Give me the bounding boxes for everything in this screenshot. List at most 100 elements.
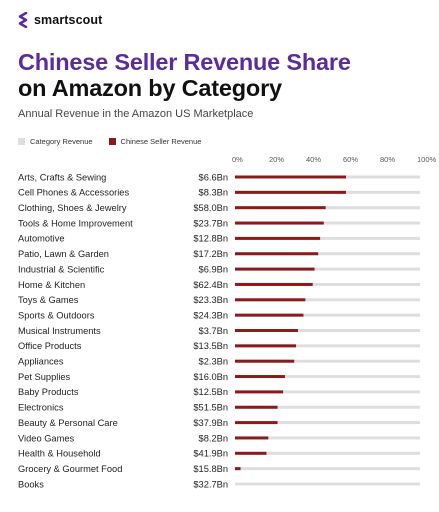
category-revenue-bar [235, 329, 420, 332]
category-revenue-bar [235, 375, 420, 379]
category-revenue-bar [235, 252, 420, 256]
brand-name: smartscout [34, 13, 103, 27]
chinese-revenue-bar [235, 267, 315, 271]
category-revenue-bar [235, 436, 420, 440]
category-revenue-bar [235, 467, 420, 471]
category-revenue-label: $13.5Bn [193, 341, 228, 351]
category-label: Patio, Lawn & Garden [18, 249, 109, 259]
category-label: Industrial & Scientific [18, 264, 105, 274]
x-tick-label: 40% [306, 155, 321, 164]
category-revenue-label: $6.9Bn [199, 264, 228, 274]
category-revenue-label: $6.6Bn [199, 172, 228, 182]
category-label: Appliances [18, 357, 64, 367]
chart-title-line1: Chinese Seller Revenue Share [18, 49, 351, 75]
category-revenue-label: $17.2Bn [193, 249, 228, 259]
category-label: Toys & Games [18, 295, 79, 305]
category-revenue-bar [235, 298, 420, 302]
category-revenue-bar [235, 421, 420, 425]
category-revenue-bar [235, 405, 420, 409]
chinese-revenue-bar [235, 375, 285, 379]
category-label: Office Products [18, 341, 82, 351]
category-revenue-label: $23.3Bn [193, 295, 228, 305]
category-label: Health & Household [18, 449, 101, 459]
category-revenue-bar [235, 267, 420, 271]
x-tick-label: 80% [380, 155, 395, 164]
category-label: Home & Kitchen [18, 280, 85, 290]
x-tick-label: 60% [343, 155, 358, 164]
chart-subtitle: Annual Revenue in the Amazon US Marketpl… [18, 108, 254, 120]
category-revenue-label: $37.9Bn [193, 418, 228, 428]
legend-swatch-category [18, 138, 25, 145]
category-revenue-bar [235, 344, 420, 348]
category-revenue-label: $58.0Bn [193, 203, 228, 213]
category-revenue-label: $51.5Bn [193, 403, 228, 413]
legend-swatch-chinese [108, 138, 116, 145]
x-tick-label: 100% [417, 155, 437, 164]
chinese-revenue-bar [235, 421, 278, 425]
category-label: Arts, Crafts & Sewing [18, 172, 106, 182]
category-revenue-label: $8.3Bn [199, 188, 228, 198]
category-label: Grocery & Gourmet Food [18, 464, 122, 474]
category-revenue-bar [235, 236, 420, 240]
chinese-revenue-bar [235, 282, 313, 286]
category-revenue-label: $15.8Bn [193, 464, 228, 474]
category-revenue-label: $23.7Bn [193, 218, 228, 228]
category-label: Baby Products [18, 387, 79, 397]
category-revenue-label: $2.3Bn [199, 357, 228, 367]
category-revenue-label: $62.4Bn [193, 280, 228, 290]
chinese-revenue-bar [235, 206, 326, 210]
chinese-revenue-bar [235, 190, 346, 194]
category-revenue-bar [235, 359, 420, 363]
category-revenue-label: $12.8Bn [193, 234, 228, 244]
category-revenue-bar [235, 221, 420, 225]
legend-item-category: Category Revenue [18, 137, 93, 146]
category-revenue-label: $8.2Bn [199, 433, 228, 443]
category-revenue-bar [235, 451, 420, 455]
category-revenue-label: $12.5Bn [193, 387, 228, 397]
category-revenue-bar [235, 390, 420, 394]
chinese-revenue-bar [235, 221, 324, 225]
chinese-revenue-bar [235, 451, 267, 455]
category-label: Sports & Outdoors [18, 310, 95, 320]
category-revenue-label: $32.7Bn [193, 479, 228, 489]
chinese-revenue-bar [235, 252, 319, 256]
category-label: Cell Phones & Accessories [18, 188, 129, 198]
legend-label-chinese: Chinese Seller Revenue [120, 137, 202, 146]
category-revenue-label: $3.7Bn [199, 326, 228, 336]
chinese-revenue-bar [235, 405, 278, 409]
smartscout-logo-icon [18, 12, 28, 28]
category-revenue-label: $16.0Bn [193, 372, 228, 382]
chinese-revenue-bar [235, 298, 306, 302]
category-revenue-bar [235, 206, 420, 210]
category-label: Musical Instruments [18, 326, 101, 336]
chinese-revenue-bar [235, 436, 269, 440]
category-revenue-label: $41.9Bn [193, 449, 228, 459]
category-revenue-label: $24.3Bn [193, 310, 228, 320]
category-label: Electronics [18, 403, 64, 413]
chinese-revenue-bar [235, 467, 241, 471]
category-label: Automotive [18, 234, 65, 244]
x-tick-label: 20% [269, 155, 284, 164]
chinese-revenue-bar [235, 390, 284, 394]
category-label: Clothing, Shoes & Jewelry [18, 203, 127, 213]
chart-title-line2: on Amazon by Category [18, 75, 282, 101]
chart-legend: Category Revenue Chinese Seller Revenue [18, 137, 201, 146]
category-label: Books [18, 479, 44, 489]
chinese-revenue-bar [235, 236, 321, 240]
chinese-revenue-bar [235, 175, 346, 179]
chinese-revenue-bar [235, 329, 298, 332]
category-label: Tools & Home Improvement [18, 218, 133, 228]
chinese-revenue-bar [235, 344, 297, 348]
category-revenue-bar [235, 313, 420, 317]
category-label: Beauty & Personal Care [18, 418, 118, 428]
category-revenue-bar [235, 282, 420, 286]
chinese-revenue-bar [235, 313, 304, 317]
chart-title: Chinese Seller Revenue Share on Amazon b… [18, 49, 351, 101]
category-label: Pet Supplies [18, 372, 71, 382]
brand-logo: smartscout [18, 12, 102, 28]
category-revenue-bar [235, 482, 420, 486]
x-tick-label: 0% [232, 155, 243, 164]
chinese-revenue-bar [235, 359, 295, 363]
legend-item-chinese: Chinese Seller Revenue [108, 137, 202, 146]
